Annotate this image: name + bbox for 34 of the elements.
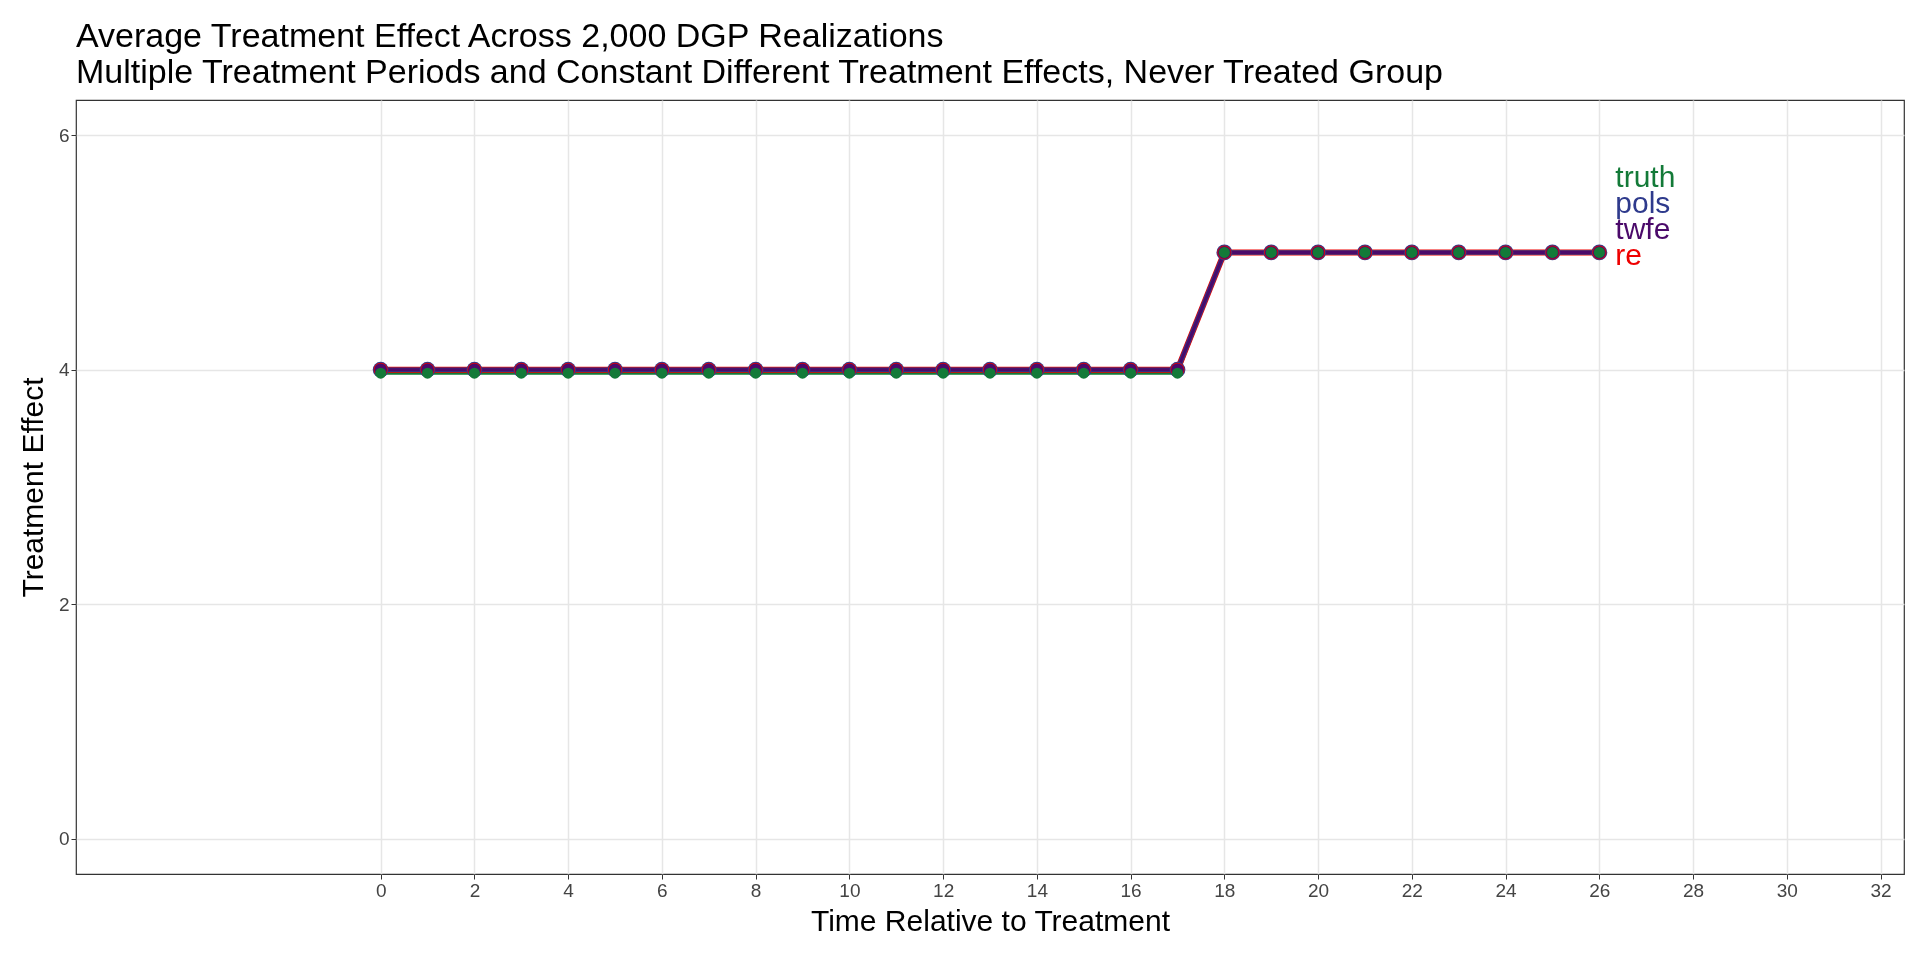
x-tick-label: 32 bbox=[1870, 879, 1892, 901]
point bbox=[703, 367, 715, 379]
y-tick-label: 2 bbox=[58, 593, 70, 615]
point bbox=[984, 367, 996, 379]
y-axis-title: Treatment Effect bbox=[15, 376, 49, 598]
x-tick-label: 12 bbox=[933, 879, 955, 901]
x-tick-label: 6 bbox=[657, 879, 668, 901]
x-tick-label: 2 bbox=[469, 879, 481, 901]
point bbox=[656, 367, 668, 379]
x-tick-label: 14 bbox=[1026, 879, 1049, 901]
chart-title: Average Treatment Effect Across 2,000 DGP Realizations bbox=[76, 16, 944, 54]
x-tick-label: 0 bbox=[375, 879, 387, 901]
x-tick-label: 28 bbox=[1683, 879, 1705, 901]
x-tick-label: 24 bbox=[1495, 879, 1518, 901]
x-tick-label: 10 bbox=[839, 879, 861, 901]
point bbox=[1078, 367, 1090, 379]
y-tick-label: 6 bbox=[58, 124, 70, 146]
point bbox=[937, 367, 949, 379]
x-tick-label: 8 bbox=[750, 879, 762, 901]
point bbox=[609, 367, 621, 379]
x-tick-label: 16 bbox=[1120, 879, 1142, 901]
x-tick-label: 4 bbox=[563, 879, 575, 901]
x-tick-label: 18 bbox=[1214, 879, 1236, 901]
series-label: re bbox=[1615, 238, 1643, 272]
point bbox=[890, 367, 902, 379]
x-axis-title: Time Relative to Treatment bbox=[810, 903, 1171, 937]
point bbox=[562, 367, 574, 379]
point bbox=[1031, 367, 1043, 379]
x-tick-label: 30 bbox=[1776, 879, 1798, 901]
x-tick-label: 22 bbox=[1401, 879, 1423, 901]
y-tick-label: 0 bbox=[58, 828, 70, 850]
x-tick-label: 26 bbox=[1589, 879, 1611, 901]
x-tick-label: 20 bbox=[1308, 879, 1330, 901]
y-tick-label: 4 bbox=[58, 359, 70, 381]
